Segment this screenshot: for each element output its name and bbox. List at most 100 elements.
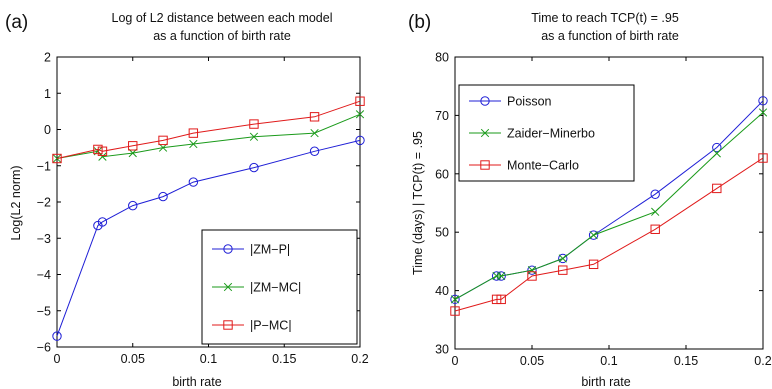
y-tick-label: −6 <box>37 341 51 355</box>
y-tick-label: −4 <box>37 268 51 282</box>
data-point <box>497 271 506 281</box>
legend-label: Monte−Carlo <box>507 159 579 173</box>
legend-marker <box>223 282 233 292</box>
panel-a-legend: |ZM−P| |ZM−MC| |P−MC| <box>201 229 358 345</box>
panel-b: (b) Time to reach TCP(t) = .95 as a func… <box>408 11 772 389</box>
panel-a-title-line-1: Log of L2 distance between each model <box>112 11 333 25</box>
x-tick-label: 0.15 <box>272 352 296 366</box>
data-point <box>309 146 320 156</box>
data-point <box>355 135 365 146</box>
panel-a-y-axis-label: Log(L2 norm) <box>9 165 23 240</box>
data-point <box>450 294 460 305</box>
y-tick-label: 80 <box>435 51 449 65</box>
data-point <box>128 200 138 211</box>
legend-label: Zaider−Minerbo <box>507 127 595 141</box>
x-tick-label: 0.05 <box>121 352 145 366</box>
x-tick-label: 0.05 <box>520 354 544 368</box>
panel-b-ticks: 0 0.05 0.1 0.15 0.2 30 40 50 60 70 80 <box>435 51 772 369</box>
y-tick-label: 70 <box>435 109 449 123</box>
data-point <box>310 128 319 138</box>
data-point <box>450 295 460 304</box>
data-point <box>651 207 660 216</box>
legend-marker <box>223 320 233 330</box>
data-point <box>527 266 537 275</box>
panel-b-title-line-1: Time to reach TCP(t) = .95 <box>531 11 679 25</box>
data-point <box>758 108 768 117</box>
data-point <box>588 259 599 270</box>
series-line-3 <box>454 157 764 312</box>
x-tick-label: 0 <box>452 354 459 368</box>
panel-b-legend: Poisson Zaider−Minerbo Monte−Carlo <box>458 84 635 182</box>
x-tick-label: 0.2 <box>351 352 368 366</box>
data-point <box>558 254 567 263</box>
data-point <box>309 112 320 122</box>
data-point <box>249 162 259 173</box>
legend-marker <box>480 96 490 106</box>
data-point <box>189 139 198 149</box>
panel-b-x-axis-label: birth rate <box>581 375 630 389</box>
data-point <box>558 265 568 275</box>
data-point <box>97 217 108 227</box>
panel-b-y-axis-label: Time (days) | TCP(t) = .95 <box>411 131 425 275</box>
data-point <box>158 143 168 152</box>
data-point <box>158 191 168 202</box>
series-line-1 <box>56 139 361 337</box>
data-point <box>527 265 537 275</box>
data-point <box>450 306 460 316</box>
panel-a-letter: (a) <box>5 12 28 33</box>
data-point <box>128 141 138 151</box>
legend-marker <box>223 244 233 254</box>
panel-a-title-line-2: as a function of birth rate <box>153 29 291 43</box>
data-point <box>188 177 199 187</box>
y-tick-label: 60 <box>435 167 449 181</box>
data-point <box>496 294 506 305</box>
series-line-3 <box>56 100 361 159</box>
x-tick-label: 0 <box>54 352 61 366</box>
data-point <box>249 132 259 141</box>
data-point <box>758 153 768 163</box>
data-point <box>589 230 598 240</box>
data-point <box>712 149 721 158</box>
panel-a-lines <box>52 96 365 341</box>
y-tick-label: 30 <box>435 343 449 357</box>
legend-label: |P−MC| <box>250 319 292 333</box>
y-tick-label: 1 <box>44 87 51 101</box>
legend-marker <box>480 128 490 138</box>
data-point <box>650 189 660 199</box>
data-point <box>52 331 62 341</box>
data-point <box>249 119 259 129</box>
panel-b-letter: (b) <box>408 12 431 33</box>
data-point <box>527 271 537 281</box>
data-point <box>355 96 365 106</box>
panel-a: (a) Log of L2 distance between each mode… <box>5 11 369 389</box>
y-tick-label: 40 <box>435 284 449 298</box>
data-point <box>650 224 660 234</box>
y-tick-label: −2 <box>37 196 51 210</box>
y-tick-label: 2 <box>44 51 51 65</box>
y-tick-label: 50 <box>435 226 449 240</box>
data-point <box>355 110 365 119</box>
panel-b-lines <box>450 96 768 316</box>
data-point <box>758 96 768 106</box>
legend-label: Poisson <box>507 95 552 109</box>
y-tick-label: −5 <box>37 304 51 318</box>
data-point <box>98 152 107 161</box>
y-tick-label: −3 <box>37 232 51 246</box>
data-point <box>188 128 199 138</box>
x-tick-label: 0.1 <box>600 354 617 368</box>
x-tick-label: 0.15 <box>674 354 698 368</box>
y-tick-label: −1 <box>37 159 51 173</box>
panel-b-title-line-2: as a function of birth rate <box>541 29 679 43</box>
data-point <box>712 183 722 194</box>
x-tick-label: 0.1 <box>200 352 217 366</box>
x-tick-label: 0.2 <box>754 354 771 368</box>
data-point <box>558 253 568 264</box>
data-point <box>52 153 62 164</box>
y-tick-label: 0 <box>44 123 51 137</box>
legend-marker <box>480 160 490 170</box>
panel-a-x-axis-label: birth rate <box>172 375 221 389</box>
data-point <box>712 142 722 153</box>
data-point <box>128 148 137 158</box>
data-point <box>97 146 108 156</box>
